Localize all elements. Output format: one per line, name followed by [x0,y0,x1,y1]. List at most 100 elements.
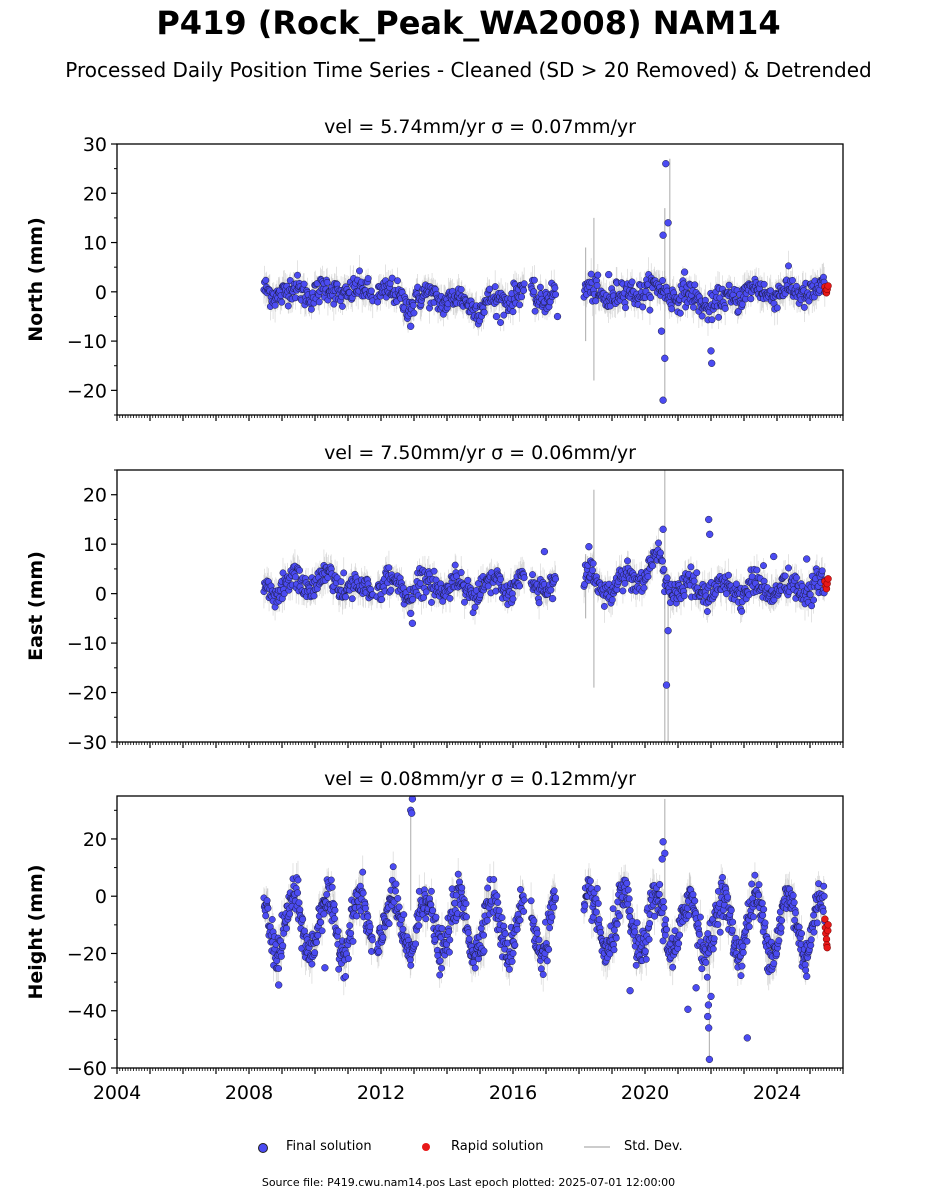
final-point [394,277,401,285]
ylabel-east: East (mm) [25,551,47,661]
final-point [789,276,796,284]
final-point [760,562,767,570]
final-point [619,587,627,595]
final-point-outlier [657,327,666,335]
final-point [446,594,454,602]
final-point [690,577,698,585]
ytick-label: 30 [83,134,107,156]
figure-subtitle: Processed Daily Position Time Series - C… [65,58,872,82]
final-point [732,580,740,588]
final-point [516,301,524,309]
final-point [453,572,461,580]
final-point [646,306,654,314]
final-point [430,567,438,575]
final-point [471,603,479,611]
final-point-outlier [770,552,778,561]
final-point [364,275,372,282]
final-point-outlier [605,270,613,279]
final-point [315,298,323,306]
final-point-outlier [659,396,667,404]
final-point [600,602,608,610]
final-point [457,286,465,293]
final-point-outlier [407,609,415,618]
rapid-solution-points [821,282,832,297]
final-point [356,267,363,275]
final-point [547,586,555,594]
final-point [663,574,671,582]
final-point [647,294,655,302]
final-point [657,549,664,557]
final-point [338,302,346,310]
final-point [693,569,701,577]
final-point-outlier [585,543,593,551]
ytick-label: 0 [95,584,107,606]
final-point [589,560,597,567]
final-point [785,564,792,572]
final-point [367,287,375,295]
final-point [659,557,666,565]
final-point [491,283,499,291]
final-point [725,571,732,579]
final-point-outlier [706,530,714,538]
final-point [668,305,676,313]
final-point [687,563,695,571]
ytick-label: −20 [67,683,107,705]
final-point [608,596,616,604]
rapid-point [824,575,832,583]
final-point [268,916,276,923]
final-point [640,584,648,592]
final-point [725,281,733,289]
final-point [428,598,435,606]
final-point [500,311,508,319]
final-point [262,276,270,284]
figure-title: P419 (Rock_Peak_WA2008) NAM14 [156,4,781,42]
final-solution-points [260,515,829,689]
final-point-outlier [548,594,557,603]
final-point [284,302,292,310]
final-point [310,592,318,600]
final-point [416,579,424,587]
final-point [340,569,348,577]
ylabel-height: Height (mm) [25,864,47,999]
final-point [624,557,631,565]
final-point [409,301,417,309]
ytick-label: −20 [67,380,107,402]
final-point [808,602,816,610]
ytick-label: −10 [67,633,107,655]
final-point [552,291,560,298]
ytick-label: 20 [83,485,107,507]
final-point [277,952,285,960]
final-point-outlier [705,515,713,524]
final-point [785,262,792,270]
final-point [639,303,647,311]
final-point [649,562,657,570]
final-point [622,304,629,312]
final-point [806,591,814,598]
ytick-label: 10 [83,534,107,556]
final-point-outlier [707,347,715,355]
final-point [698,312,706,320]
final-point [721,305,729,312]
final-point [283,924,290,932]
ytick-label: 0 [95,282,107,304]
final-point [420,594,428,602]
final-point [509,308,517,316]
final-point [286,910,294,918]
final-point [387,586,395,594]
final-point [275,965,283,972]
final-point [323,278,331,286]
final-point [593,282,601,289]
final-point [781,572,789,580]
final-point [551,284,559,292]
rapid-solution-points [821,575,832,593]
final-solution-points [260,160,829,404]
final-point [628,278,636,286]
final-point [708,316,716,324]
final-point [480,308,488,316]
panel-title-north: vel = 5.74mm/yr σ = 0.07mm/yr [324,116,636,138]
final-point-outlier [662,681,671,689]
final-point-outlier [553,312,562,321]
final-point-outlier [407,322,415,330]
